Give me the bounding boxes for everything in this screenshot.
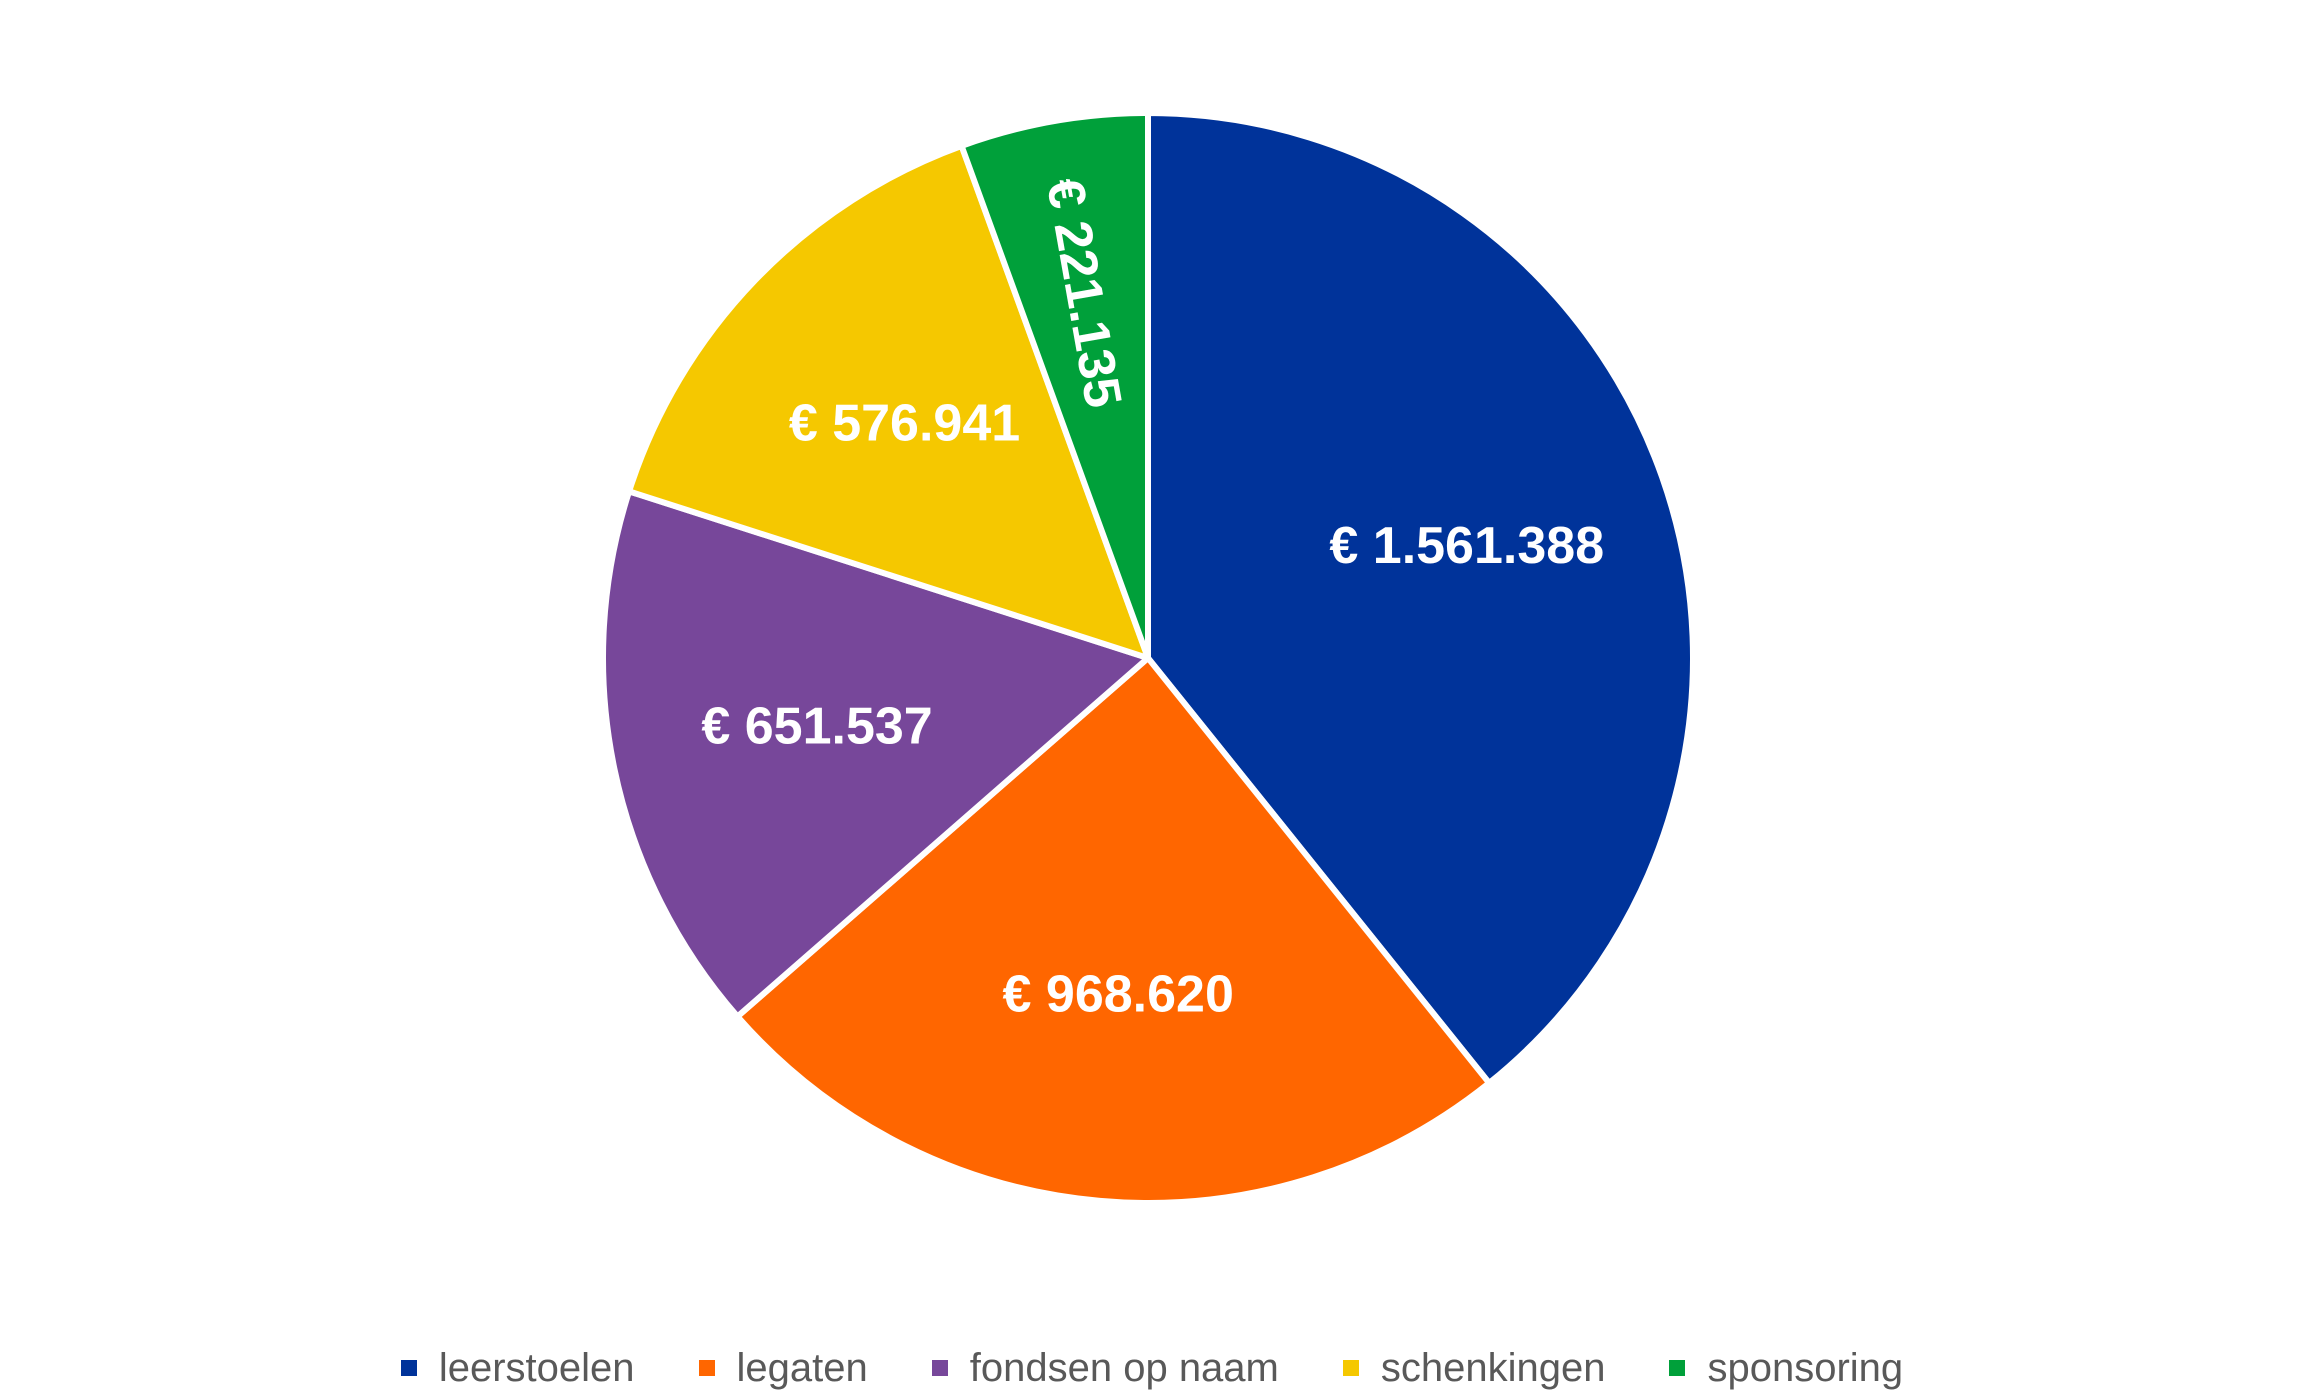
data-label-legaten: € 968.620 <box>1003 966 1234 1024</box>
legend-item-legaten: legaten <box>698 1345 868 1391</box>
legend-label: leerstoelen <box>438 1345 635 1390</box>
legend-swatch <box>400 1360 417 1376</box>
legend-label: legaten <box>736 1345 868 1390</box>
slice-leerstoelen <box>1145 110 1696 1086</box>
slice-fondsen-op-naam <box>600 488 1151 1020</box>
data-label-fondsen-op-naam: € 651.537 <box>701 697 932 755</box>
slice-schenkingen <box>626 142 1151 661</box>
legend-label: schenkingen <box>1380 1345 1606 1390</box>
legend-item-schenkingen: schenkingen <box>1342 1345 1606 1391</box>
legend-swatch <box>698 1360 715 1376</box>
data-label-schenkingen: € 576.941 <box>789 395 1020 453</box>
data-label-leerstoelen: € 1.561.388 <box>1329 517 1604 575</box>
slice-sponsoring <box>958 110 1151 661</box>
legend-label: fondsen op naam <box>969 1345 1279 1390</box>
slice-legaten <box>734 655 1493 1206</box>
legend-item-sponsoring: sponsoring <box>1669 1346 1903 1391</box>
legend-swatch <box>931 1360 948 1376</box>
legend-item-leerstoelen: leerstoelen <box>400 1345 635 1391</box>
legend-label: sponsoring <box>1707 1345 1904 1390</box>
legend-swatch <box>1669 1360 1686 1376</box>
legend-swatch <box>1342 1360 1359 1376</box>
legend-item-fondsen-op-naam: fondsen op naam <box>931 1345 1279 1391</box>
chart-legend: leerstoelen legaten fondsen op naam schenki… <box>0 1340 2304 1396</box>
